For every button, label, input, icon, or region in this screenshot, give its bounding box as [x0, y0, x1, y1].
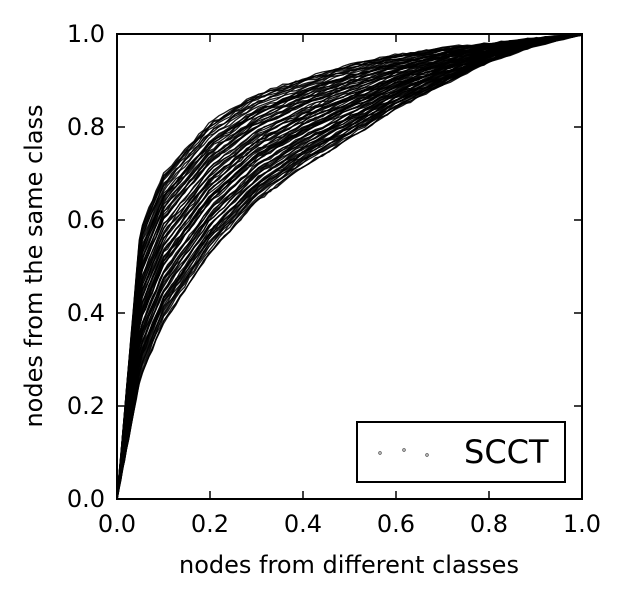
scct-curve: [116, 33, 583, 500]
legend-label: SCCT: [464, 433, 549, 471]
scct-curve: [116, 33, 583, 500]
y-tick-label: 0.8: [67, 113, 105, 141]
y-tick-labels: 0.0 0.2 0.4 0.6 0.8 1.0: [67, 20, 105, 513]
legend-marker-2: [402, 448, 406, 452]
y-tick-label: 0.4: [67, 299, 105, 327]
scct-curve: [116, 33, 583, 498]
scct-curves: [116, 33, 583, 500]
scct-curve: [116, 34, 583, 500]
plot-frame: [116, 33, 583, 500]
scct-curve: [116, 34, 583, 499]
scct-curve: [116, 34, 583, 499]
scct-curve: [116, 33, 582, 500]
scct-curve: [116, 33, 583, 499]
x-tick-label: 0.2: [191, 510, 229, 538]
y-tick-label: 0.6: [67, 206, 105, 234]
x-tick-label: 0.0: [98, 510, 136, 538]
scct-curve: [116, 33, 583, 499]
y-tick-label: 0.0: [67, 485, 105, 513]
legend: SCCT: [356, 421, 566, 483]
x-axis-label: nodes from different classes: [179, 551, 519, 579]
x-tick-label: 0.4: [284, 510, 322, 538]
y-tick-label: 0.2: [67, 392, 105, 420]
x-tick-label: 1.0: [563, 510, 601, 538]
y-axis-label: nodes from the same class: [20, 104, 48, 427]
legend-marker-1: [378, 451, 382, 455]
y-tick-label: 1.0: [67, 20, 105, 48]
x-tick-label: 0.8: [470, 510, 508, 538]
scct-curve: [116, 34, 583, 500]
legend-box: [356, 421, 566, 483]
legend-marker-3: [425, 453, 429, 457]
x-tick-label: 0.6: [377, 510, 415, 538]
x-tick-labels: 0.0 0.2 0.4 0.6 0.8 1.0: [98, 510, 601, 538]
scct-curve: [116, 33, 583, 498]
scct-curve: [116, 33, 583, 500]
scct-curve: [116, 33, 583, 498]
axis-ticks: [116, 33, 583, 500]
scct-curve: [116, 34, 583, 500]
